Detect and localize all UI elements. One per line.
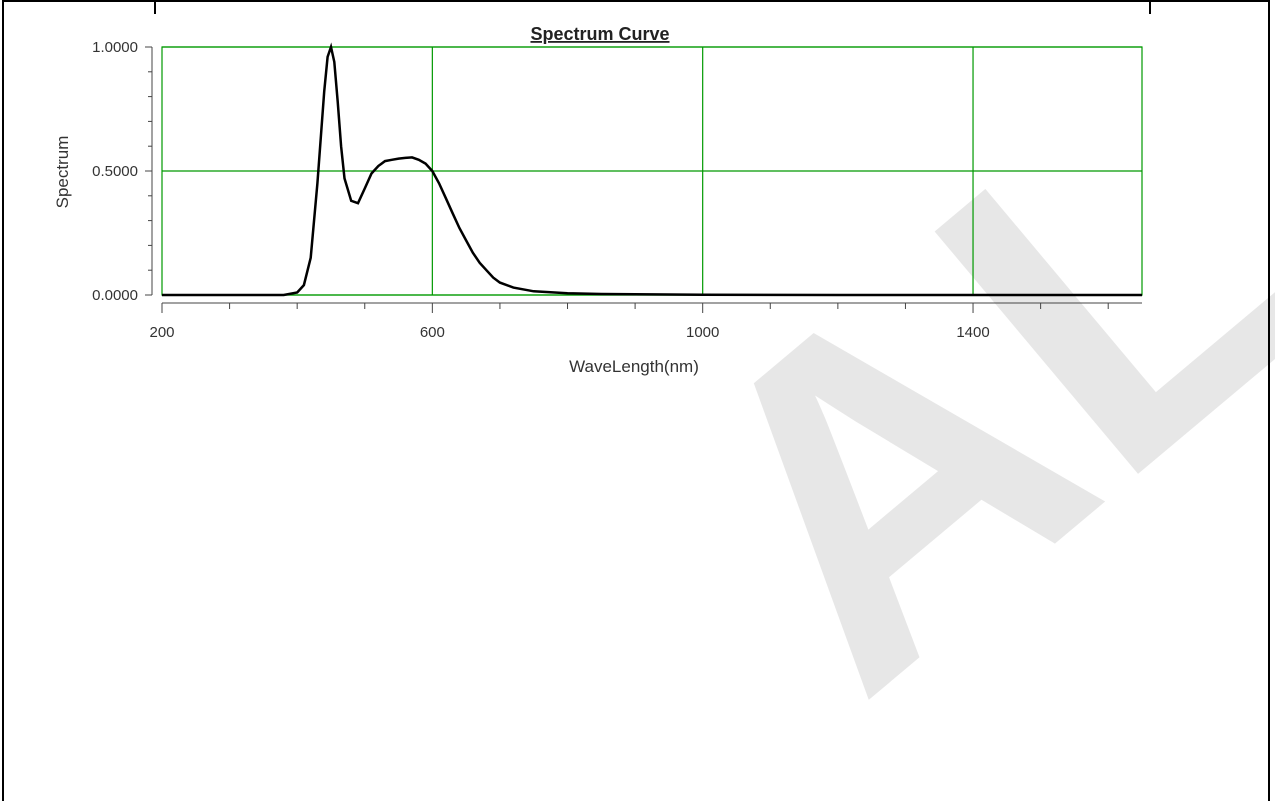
header-divider (154, 0, 156, 14)
watermark-text: AL (593, 0, 1275, 782)
x-ticks: 200 600 1000 1400 (149, 303, 1109, 341)
x-tick-label: 200 (149, 324, 174, 341)
y-tick-label: 0.5000 (92, 163, 138, 180)
y-tick-label: 0.0000 (92, 287, 138, 304)
y-ticks: 0.0000 0.5000 1.0000 (92, 39, 152, 304)
y-tick-label: 1.0000 (92, 39, 138, 56)
spectrum-line (162, 42, 1142, 297)
x-tick-label: 600 (420, 324, 445, 341)
y-axis-title: Spectrum (53, 136, 72, 209)
chart-title: Spectrum Curve (530, 24, 669, 44)
top-border (4, 0, 1268, 2)
x-tick-label: 1400 (956, 324, 989, 341)
watermark: AL (593, 0, 1275, 782)
header-divider (1149, 0, 1151, 14)
x-axis-title: WaveLength(nm) (569, 357, 699, 376)
x-tick-label: 1000 (686, 324, 719, 341)
